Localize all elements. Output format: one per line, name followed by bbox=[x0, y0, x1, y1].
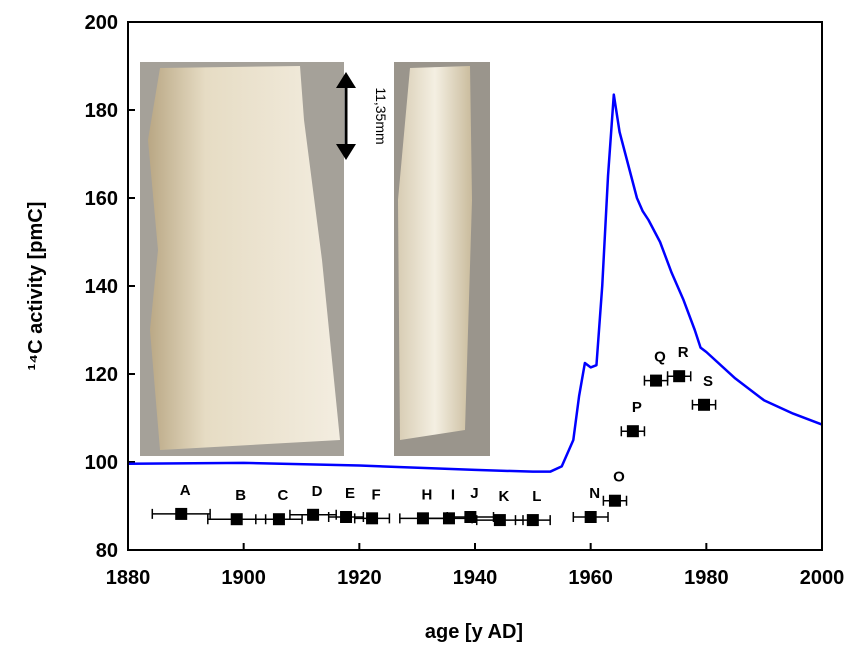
point-label: K bbox=[498, 488, 509, 505]
line-series bbox=[127, 93, 823, 473]
point-label: D bbox=[312, 483, 323, 500]
point-label: R bbox=[678, 344, 689, 361]
point-label: Q bbox=[654, 349, 666, 366]
x-tick-label: 1900 bbox=[221, 567, 266, 589]
x-tick-label: 1980 bbox=[684, 567, 729, 589]
y-tick-label: 140 bbox=[85, 276, 118, 298]
y-axis-label: ¹⁴C activity [pmC] bbox=[25, 202, 47, 371]
x-axis-label: age [y AD] bbox=[425, 621, 523, 643]
x-tick-label: 1940 bbox=[453, 567, 498, 589]
photo-left bbox=[140, 62, 344, 456]
point-label: S bbox=[703, 373, 713, 390]
data-point bbox=[493, 514, 506, 527]
data-point bbox=[608, 494, 621, 507]
point-label: P bbox=[632, 399, 642, 416]
y-tick-label: 80 bbox=[96, 540, 118, 562]
data-point bbox=[340, 511, 353, 523]
x-tick-label: 1960 bbox=[568, 567, 613, 589]
x-tick-label: 2000 bbox=[800, 567, 845, 589]
data-point bbox=[526, 514, 539, 527]
point-label: H bbox=[422, 486, 433, 503]
point-label: E bbox=[345, 485, 355, 502]
data-point bbox=[626, 425, 639, 438]
y-tick-label: 120 bbox=[85, 364, 118, 386]
scale-arrow bbox=[336, 72, 356, 160]
point-label: I bbox=[451, 486, 455, 503]
point-label: B bbox=[235, 487, 246, 504]
y-tick-label: 100 bbox=[85, 452, 118, 474]
photo-right bbox=[394, 62, 490, 456]
data-point bbox=[366, 512, 379, 525]
y-tick-label: 160 bbox=[85, 188, 118, 210]
scale-label: 11,35mm bbox=[373, 87, 389, 144]
data-point bbox=[650, 374, 663, 387]
data-point bbox=[464, 511, 477, 523]
data-point bbox=[175, 507, 188, 520]
point-label: C bbox=[278, 487, 289, 504]
plot-frame bbox=[127, 21, 823, 551]
data-point bbox=[698, 398, 711, 411]
point-label: J bbox=[470, 485, 478, 502]
point-label: L bbox=[532, 488, 541, 505]
data-point bbox=[442, 512, 455, 525]
point-label: F bbox=[371, 486, 380, 503]
x-tick-label: 1920 bbox=[337, 567, 382, 589]
point-label: O bbox=[613, 469, 625, 486]
data-point bbox=[673, 370, 686, 383]
point-label: N bbox=[589, 485, 600, 502]
x-tick-label: 1880 bbox=[106, 567, 151, 589]
data-point bbox=[272, 513, 285, 526]
data-point bbox=[230, 513, 243, 526]
y-tick-label: 180 bbox=[85, 100, 118, 122]
y-tick-label: 200 bbox=[85, 12, 118, 34]
point-label: A bbox=[180, 482, 191, 499]
data-point bbox=[584, 511, 597, 523]
data-point bbox=[307, 508, 320, 521]
